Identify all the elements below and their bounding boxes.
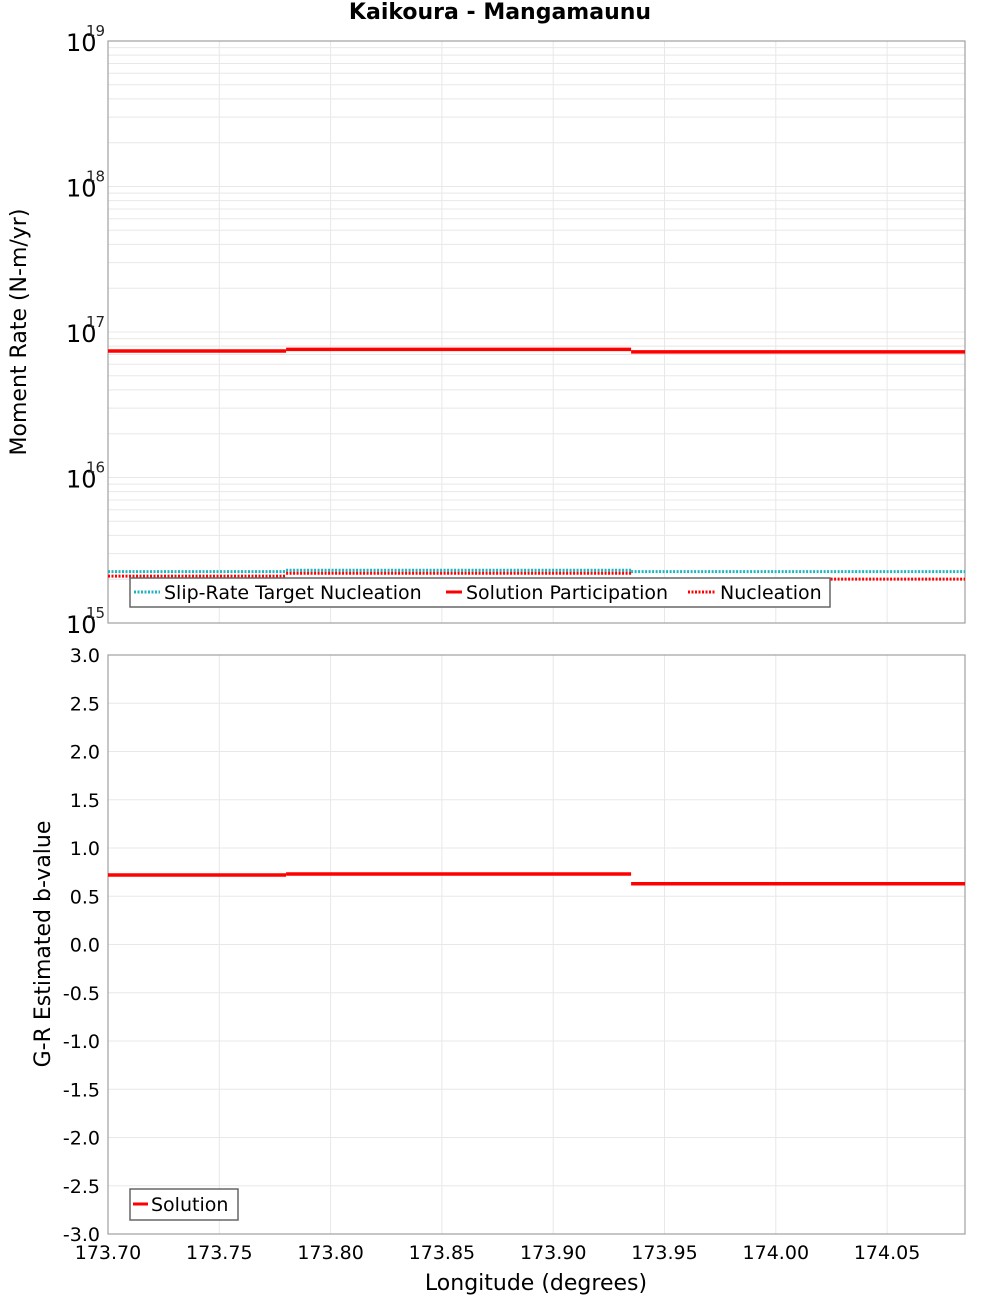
y-tick-label: 0.0 — [70, 935, 100, 957]
y-tick-label: 2.0 — [70, 742, 100, 764]
y-tick-label: 0.5 — [70, 886, 100, 908]
series-nucleation — [108, 571, 965, 581]
y-tick-label: 1.0 — [70, 838, 100, 860]
chart-title: Kaikoura - Mangamaunu — [348, 0, 652, 25]
tick-base: 10 — [66, 320, 97, 348]
x-tick-label: 173.70 — [75, 1242, 141, 1264]
y-tick-label: 3.0 — [70, 645, 100, 667]
legend-item[interactable]: Nucleation — [688, 582, 822, 604]
x-tick-label: 173.90 — [520, 1242, 586, 1264]
y-tick-label: -2.0 — [63, 1128, 100, 1150]
tick-exponent: 18 — [86, 168, 105, 186]
plot-frame — [107, 40, 966, 624]
legend-box — [129, 577, 831, 608]
y-axis-label: G-R Estimated b-value — [31, 821, 56, 1068]
x-tick-label: 173.75 — [186, 1242, 252, 1264]
tick-base: 10 — [66, 466, 97, 494]
series-solution-participation — [108, 347, 965, 354]
legend-label: Solution Participation — [466, 582, 668, 604]
y-tick-label: -2.5 — [63, 1176, 100, 1198]
legend: Slip-Rate Target Nucleation Solution Part… — [129, 577, 831, 608]
plot-frame — [107, 654, 966, 1235]
x-tick-label: 173.85 — [409, 1242, 475, 1264]
y-tick-label: -1.0 — [63, 1031, 100, 1053]
legend: Solution — [129, 1188, 239, 1221]
legend-item[interactable]: Solution Participation — [446, 582, 668, 604]
y-tick-label: -3.0 — [63, 1224, 100, 1246]
b-value-plot: 3.0 2.5 2.0 1.5 1.0 0.5 0.0 -0.5 -1.0 -1.5 -2.0 -2.… — [31, 645, 966, 1296]
legend-label: Slip-Rate Target Nucleation — [164, 582, 422, 604]
series-slip-rate-target-nucleation — [108, 568, 965, 574]
tick-base: 10 — [66, 175, 97, 203]
x-tick-label: 174.00 — [743, 1242, 809, 1264]
legend-label: Solution — [151, 1194, 228, 1216]
x-axis-label: Longitude (degrees) — [425, 1271, 647, 1296]
tick-base: 10 — [66, 29, 97, 57]
y-axis-label: Moment Rate (N-m/yr) — [7, 209, 32, 456]
x-tick-label: 173.95 — [631, 1242, 697, 1264]
series-solution — [108, 872, 965, 886]
x-tick-label: 174.05 — [854, 1242, 920, 1264]
x-tick-label: 173.80 — [297, 1242, 363, 1264]
legend-label: Nucleation — [720, 582, 822, 604]
tick-base: 10 — [66, 611, 97, 639]
y-tick-label: 1.5 — [70, 790, 100, 812]
tick-exponent: 15 — [86, 604, 105, 622]
legend-item[interactable]: Slip-Rate Target Nucleation — [134, 582, 422, 604]
legend-item[interactable]: Solution — [133, 1194, 228, 1216]
y-tick-label: -1.5 — [63, 1079, 100, 1101]
y-tick-label: -0.5 — [63, 983, 100, 1005]
tick-exponent: 16 — [86, 459, 105, 477]
y-tick-label: 2.5 — [70, 693, 100, 715]
tick-exponent: 19 — [86, 22, 105, 40]
tick-exponent: 17 — [86, 313, 105, 331]
